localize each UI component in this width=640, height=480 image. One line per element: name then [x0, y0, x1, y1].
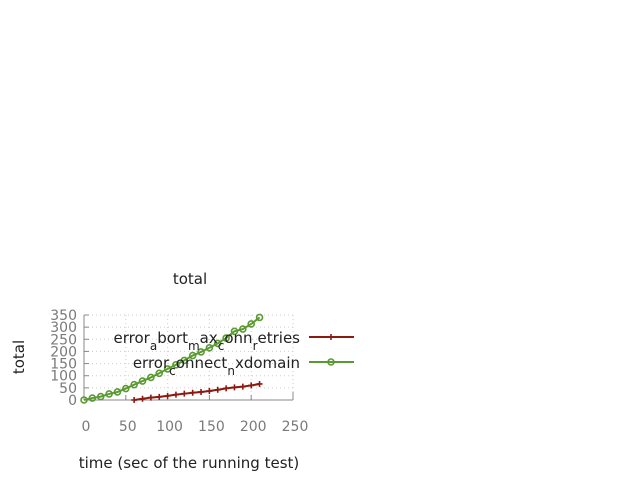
y-tick-label: 200 [50, 344, 77, 360]
legend-swatch-marker [328, 334, 334, 340]
legend-entry-0: errorabortmaxconnretries [114, 329, 354, 353]
data-point [130, 380, 138, 389]
data-point [139, 395, 146, 402]
data-point [180, 356, 189, 365]
y-tick-label: 50 [59, 381, 77, 397]
x-tick-label: 200 [240, 419, 267, 435]
x-axis-label: time (sec of the running test) [79, 454, 300, 472]
y-axis-label: total [10, 340, 28, 374]
data-point [239, 325, 247, 333]
series [80, 313, 264, 404]
data-point [222, 334, 230, 342]
data-point [205, 343, 214, 352]
data-point [105, 390, 113, 398]
data-point [213, 339, 222, 348]
data-point [206, 388, 213, 395]
data-point [189, 389, 196, 396]
y-tick-label: 250 [50, 332, 77, 348]
y-tick-label: 300 [50, 320, 77, 336]
data-point [223, 385, 230, 392]
data-point [172, 360, 180, 369]
data-point [131, 397, 138, 403]
series-1 [80, 313, 264, 404]
data-point [198, 388, 205, 395]
grid [84, 314, 294, 400]
series-line [83, 316, 261, 401]
legend: errorabortmaxconnretrieserrorconnectnxdo… [114, 329, 354, 378]
data-point [80, 396, 88, 404]
data-point [248, 382, 255, 389]
data-point [164, 392, 171, 399]
x-tick-label: 0 [82, 419, 91, 435]
legend-label: errorconnectnxdomain [133, 354, 300, 378]
series-line [134, 382, 260, 401]
data-point [113, 388, 122, 396]
data-point [230, 327, 239, 336]
x-tick-label: 250 [282, 419, 309, 435]
legend-entry-1: errorconnectnxdomain [133, 354, 354, 378]
data-point [122, 384, 130, 393]
legend-label: errorabortmaxconnretries [114, 329, 301, 353]
data-point [138, 377, 147, 385]
data-point [88, 394, 97, 402]
data-point [172, 391, 179, 398]
data-point [155, 369, 164, 378]
y-tick-label: 100 [50, 369, 77, 385]
data-point [256, 380, 263, 387]
y-tick-label: 350 [50, 308, 77, 324]
data-point [197, 348, 205, 356]
data-point [247, 320, 255, 328]
data-point [147, 373, 155, 382]
legend-swatch-marker [327, 358, 335, 366]
data-point [214, 386, 221, 393]
data-point [156, 393, 163, 400]
data-point [239, 383, 246, 390]
x-tick-label: 50 [119, 419, 137, 435]
data-point [147, 394, 154, 401]
series-0 [131, 380, 263, 403]
x-tick-label: 150 [198, 419, 225, 435]
data-point [255, 313, 264, 322]
x-tick-label: 100 [156, 419, 183, 435]
y-tick-label: 0 [68, 393, 77, 409]
data-point [231, 384, 238, 391]
data-point [181, 390, 188, 397]
data-point [96, 392, 105, 401]
data-point [163, 365, 172, 373]
chart-title: total [173, 270, 207, 288]
data-point [188, 351, 197, 360]
y-tick-label: 150 [50, 357, 77, 373]
